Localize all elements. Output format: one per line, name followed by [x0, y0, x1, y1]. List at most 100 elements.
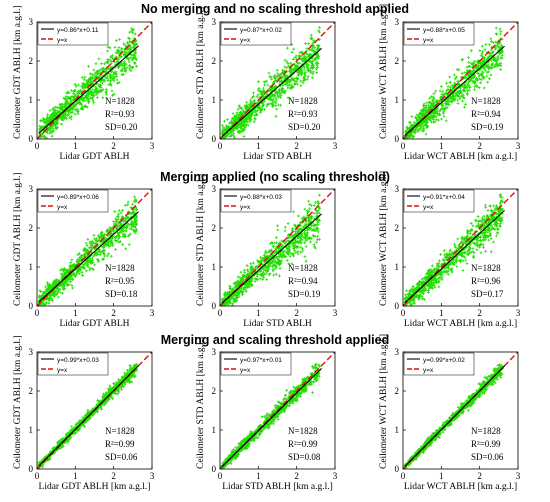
stat-r2: R²=0.99 [105, 439, 135, 449]
x-axis-label: Lidar WCT ABLH [km a.g.l.] [403, 319, 518, 329]
row-title-1: No merging and no scaling threshold appl… [140, 2, 410, 16]
y-tick-label: 1 [395, 262, 400, 272]
y-tick-label: 0 [29, 301, 34, 311]
x-tick-label: 2 [477, 141, 482, 151]
legend-fit-label: y=0.89*x+0.06 [57, 194, 99, 201]
x-tick-label: 2 [111, 471, 116, 481]
y-tick-label: 0 [212, 301, 217, 311]
legend-identity-label: y=x [423, 37, 434, 44]
stat-n: N=1828 [288, 426, 318, 436]
fit-line [404, 45, 505, 136]
x-tick-label: 2 [477, 308, 482, 318]
scatter-panel: 0 1 2 3 0 1 2 3 y=0.99*x+0.02 y=x N=1828 R²=0.99 SD=… [366, 334, 549, 502]
y-tick-label: 3 [212, 347, 217, 357]
stat-r2: R²=0.93 [288, 109, 318, 119]
axes-box [402, 188, 519, 307]
stat-n: N=1828 [105, 426, 135, 436]
y-tick-label: 2 [395, 223, 400, 233]
scatter-plot: 0 1 2 3 0 1 2 3 y=0.97*x+0.01 y=x N=1828 R²=0.99 SD=… [212, 347, 338, 481]
stat-n: N=1828 [288, 96, 318, 106]
y-axis-label: Ceilometer STD ABLH [km a.g.l.] [196, 336, 206, 469]
stat-sd: SD=0.20 [105, 122, 138, 132]
y-tick-label: 3 [212, 184, 217, 194]
scatter-panel: 0 1 2 3 0 1 2 3 y=0.89*x+0.06 y=x N=1828 R²=0.95 SD=… [0, 172, 183, 339]
scatter-points [38, 27, 138, 139]
x-tick-label: 2 [111, 141, 116, 151]
x-tick-label: 1 [256, 308, 261, 318]
x-tick-label: 0 [218, 308, 223, 318]
legend-identity-label: y=x [240, 204, 251, 211]
scatter-plot: 0 1 2 3 0 1 2 3 y=0.89*x+0.06 y=x N=1828 R²=0.95 SD=… [29, 184, 155, 318]
x-tick-label: 3 [150, 308, 155, 318]
fit-line [221, 367, 322, 468]
x-axis-label: Lidar STD ABLH [243, 152, 312, 162]
x-tick-label: 3 [150, 141, 155, 151]
x-tick-label: 0 [401, 141, 406, 151]
x-tick-label: 2 [294, 308, 299, 318]
axes-box [36, 351, 153, 470]
legend-fit-label: y=0.88*x+0.03 [240, 194, 282, 201]
y-tick-label: 0 [395, 464, 400, 474]
y-tick-label: 2 [212, 56, 217, 66]
x-tick-label: 1 [73, 308, 78, 318]
x-tick-label: 2 [294, 471, 299, 481]
scatter-plot: 0 1 2 3 0 1 2 3 y=0.87*x+0.02 y=x N=1828 R²=0.93 SD=… [212, 17, 338, 151]
y-axis-label: Ceilometer STD ABLH [km a.g.l.] [196, 6, 206, 139]
legend-identity-label: y=x [57, 367, 68, 374]
legend-fit-label: y=0.97*x+0.01 [240, 357, 282, 364]
y-tick-label: 0 [212, 134, 217, 144]
stat-sd: SD=0.06 [471, 452, 504, 462]
legend: y=0.86*x+0.11 y=x [37, 22, 109, 46]
scatter-panel: 0 1 2 3 0 1 2 3 y=0.99*x+0.03 y=x N=1828 R²=0.99 SD=… [0, 335, 183, 502]
stat-r2: R²=0.99 [288, 439, 318, 449]
y-tick-label: 0 [395, 134, 400, 144]
stat-r2: R²=0.93 [105, 109, 135, 119]
x-tick-label: 1 [73, 141, 78, 151]
x-tick-label: 1 [439, 141, 444, 151]
stat-r2: R²=0.96 [471, 276, 501, 286]
x-tick-label: 0 [35, 141, 40, 151]
x-tick-label: 1 [256, 141, 261, 151]
scatter-panel: 0 1 2 3 0 1 2 3 y=0.91*x+0.04 y=x N=1828 R²=0.96 SD=… [366, 171, 549, 339]
y-tick-label: 1 [212, 425, 217, 435]
stat-r2: R²=0.95 [105, 276, 135, 286]
x-axis-label: Lidar STD ABLH [243, 319, 312, 329]
axes-box [36, 188, 153, 307]
x-axis-label: Lidar STD ABLH [km a.g.l.] [222, 482, 333, 492]
stat-sd: SD=0.18 [105, 289, 138, 299]
y-axis-label: Ceilometer GDT ABLH [km a.g.l.] [13, 172, 23, 306]
y-tick-label: 2 [29, 223, 34, 233]
y-tick-label: 3 [395, 184, 400, 194]
stat-n: N=1828 [471, 96, 501, 106]
legend-fit-label: y=0.87*x+0.02 [240, 27, 282, 34]
scatter-panel: 0 1 2 3 0 1 2 3 y=0.87*x+0.02 y=x N=1828 R²=0.93 SD=… [183, 7, 366, 172]
y-tick-label: 0 [29, 134, 34, 144]
stat-r2: R²=0.94 [288, 276, 318, 286]
x-tick-label: 1 [439, 308, 444, 318]
x-tick-label: 3 [150, 471, 155, 481]
legend-identity-label: y=x [240, 37, 251, 44]
identity-line [220, 22, 335, 139]
x-tick-label: 0 [218, 471, 223, 481]
y-tick-label: 3 [29, 347, 34, 357]
y-tick-label: 2 [29, 56, 34, 66]
fit-line [38, 45, 139, 134]
axes-box [402, 351, 519, 470]
fit-line [404, 209, 505, 304]
fit-line [221, 47, 322, 137]
y-tick-label: 1 [212, 95, 217, 105]
stat-sd: SD=0.19 [288, 289, 321, 299]
fit-line [404, 365, 505, 467]
stat-r2: R²=0.99 [471, 439, 501, 449]
x-axis-label: Lidar GDT ABLH [59, 319, 130, 329]
stat-n: N=1828 [471, 426, 501, 436]
x-tick-label: 2 [111, 308, 116, 318]
x-tick-label: 3 [333, 471, 338, 481]
legend: y=0.88*x+0.05 y=x [403, 22, 475, 46]
identity-line [220, 189, 335, 306]
x-tick-label: 2 [294, 141, 299, 151]
fit-line [38, 211, 139, 303]
x-tick-label: 1 [439, 471, 444, 481]
scatter-plot: 0 1 2 3 0 1 2 3 y=0.99*x+0.02 y=x N=1828 R²=0.99 SD=… [395, 347, 521, 481]
y-axis-label: Ceilometer STD ABLH [km a.g.l.] [196, 173, 206, 306]
